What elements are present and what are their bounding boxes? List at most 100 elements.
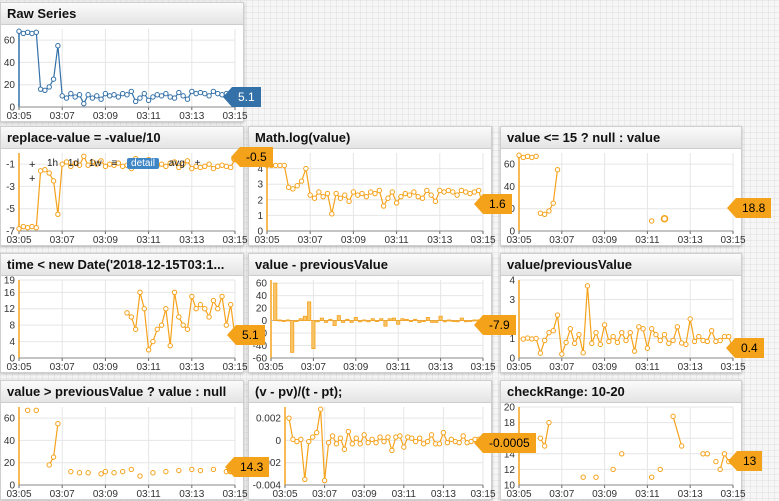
data-point — [37, 86, 44, 92]
y-tick-label: 60 — [256, 279, 268, 290]
data-point — [111, 92, 117, 98]
add-button[interactable]: + — [194, 158, 201, 169]
data-point — [16, 28, 22, 34]
data-point — [55, 421, 61, 427]
chart-area: 03:05 03:07 03:09 03:11 03:13 03:15 0 1 2 3 4 — [249, 149, 496, 246]
data-point — [337, 435, 344, 441]
bar-mark — [281, 320, 286, 322]
period-1w-button[interactable]: 1w — [88, 158, 102, 169]
data-point — [648, 218, 655, 224]
data-point — [660, 214, 669, 223]
data-point — [89, 95, 96, 101]
bar-mark — [451, 320, 456, 322]
data-point — [541, 443, 548, 449]
data-point — [436, 441, 443, 447]
y-tick-label: 3 — [257, 180, 263, 191]
data-point — [589, 340, 595, 347]
data-point — [365, 439, 371, 446]
data-point — [290, 186, 296, 192]
series-line — [539, 422, 550, 448]
data-point — [227, 301, 234, 308]
data-point — [674, 324, 681, 330]
x-tick-label: 03:11 — [635, 489, 660, 500]
bar-mark — [332, 320, 337, 326]
x-tick-label: 03:15 — [720, 235, 745, 246]
y-tick-label: 40 — [256, 291, 268, 302]
data-point — [401, 444, 407, 450]
data-point — [393, 200, 400, 206]
badge-pointer — [728, 451, 737, 471]
widget-rate-of-change: (v - pv)/(t - pt); 03:05 03:07 03:09 03:11 0… — [248, 380, 496, 500]
y-tick-label: 0 — [257, 227, 263, 238]
data-point — [546, 329, 552, 336]
data-point — [412, 438, 419, 445]
y-tick-label: 12 — [4, 304, 16, 315]
bar-mark — [324, 320, 329, 323]
y-tick-label: 12 — [504, 465, 516, 476]
bar-mark — [400, 318, 405, 321]
data-point — [210, 88, 217, 95]
avg-button[interactable]: avg — [168, 158, 185, 169]
data-point — [409, 435, 415, 441]
zoom-out-button[interactable]: + — [29, 173, 36, 185]
x-tick-label: 03:15 — [222, 235, 247, 246]
period-1h-button[interactable]: 1h — [47, 158, 59, 169]
data-point — [68, 90, 74, 97]
data-point — [167, 342, 173, 349]
data-point — [189, 88, 195, 95]
bar-mark — [374, 320, 380, 322]
badge-value: 1.6 — [483, 194, 512, 214]
data-point — [432, 198, 439, 205]
bar-mark — [353, 317, 358, 321]
y-tick-label: 16 — [4, 288, 16, 299]
data-point — [406, 192, 413, 198]
detail-button[interactable]: detail — [127, 158, 159, 169]
chart-svg: 03:0503:0703:0903:1103:1303:15-60-40-200… — [253, 279, 496, 373]
bar-mark — [447, 319, 452, 322]
data-point — [98, 471, 104, 477]
widget-title: time < new Date('2018-12-15T03:1... — [1, 254, 243, 276]
data-point — [445, 187, 452, 194]
bar-mark — [302, 315, 307, 321]
widget-value-gt-previous: value > previousValue ? value : null 03:… — [0, 380, 248, 500]
data-point — [369, 436, 375, 443]
data-point — [372, 190, 378, 197]
bar-mark — [366, 320, 371, 323]
widget-title: value > previousValue ? value : null — [1, 381, 243, 403]
menu-icon[interactable]: ≡ — [111, 158, 118, 169]
data-point — [550, 328, 556, 334]
data-point — [367, 189, 374, 195]
data-point — [593, 474, 599, 480]
data-point — [197, 89, 204, 96]
y-tick-label: 19 — [4, 276, 16, 287]
data-point — [102, 90, 109, 97]
chart-svg: 03:05 03:07 03:09 03:11 03:13 03:15 0 1 2 3 4 — [254, 153, 496, 246]
data-point — [150, 94, 156, 100]
x-tick-label: 03:11 — [136, 362, 161, 373]
y-tick-label: 60 — [504, 160, 516, 171]
data-point — [33, 29, 39, 36]
data-point — [648, 326, 655, 332]
badge-pointer — [727, 198, 736, 218]
series-line — [523, 285, 734, 356]
data-point — [713, 458, 719, 465]
data-point — [163, 468, 169, 475]
zoom-in-button[interactable]: + — [29, 159, 36, 171]
data-point — [141, 306, 147, 312]
data-point — [468, 438, 474, 445]
bar-mark — [404, 318, 409, 321]
y-tick-label: -1 — [6, 160, 15, 171]
data-point — [448, 436, 455, 443]
y-tick-label: 40 — [4, 58, 16, 69]
data-point — [350, 189, 357, 195]
data-point — [59, 93, 65, 99]
data-point — [385, 195, 391, 201]
data-point — [68, 468, 74, 475]
data-point — [614, 339, 621, 346]
y-tick-label: 20 — [504, 403, 516, 414]
period-1d-button[interactable]: 1d — [67, 158, 80, 169]
badge-pointer — [227, 325, 236, 345]
data-point — [111, 470, 117, 476]
x-tick-label: 03:13 — [431, 489, 456, 500]
